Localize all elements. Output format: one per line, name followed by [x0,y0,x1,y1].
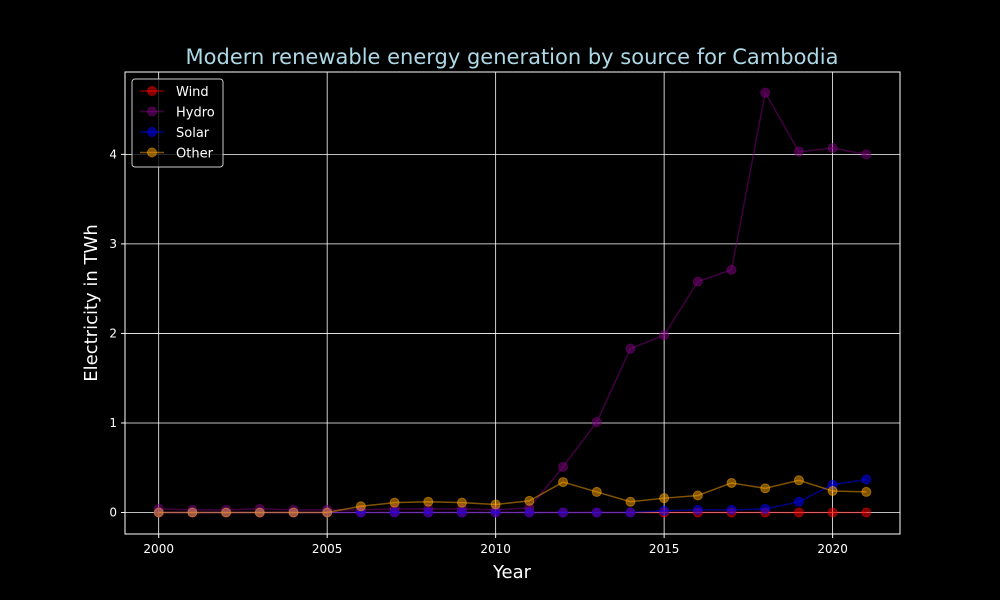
data-point-other [254,507,265,518]
y-tick-label: 4 [109,147,117,161]
data-point-hydro [591,417,602,428]
data-point-hydro [659,330,670,341]
data-point-other [692,490,703,501]
axis-ticks: 2000 2005 2010 2015 2020 0 1 2 3 4 [109,147,848,556]
legend-box [131,78,224,168]
data-point-solar [659,505,670,516]
data-point-hydro [827,143,838,154]
data-point-other [659,493,670,504]
y-tick-label: 3 [109,237,117,251]
data-point-other [524,495,535,506]
data-point-other [221,507,232,518]
legend-label-solar: Solar [176,126,210,141]
legend-marker-wind [147,86,157,96]
data-point-hydro [692,276,703,287]
x-tick-label: 2000 [143,542,174,556]
data-point-wind [827,507,838,518]
data-point-solar [861,474,872,485]
data-point-solar [524,507,535,518]
data-point-solar [726,504,737,515]
legend-label-hydro: Hydro [176,106,215,121]
data-point-other [389,497,400,508]
data-point-hydro [726,264,737,275]
series-line-other [158,479,867,514]
data-point-hydro [861,149,872,160]
data-point-other [322,507,333,518]
legend-marker-solar [147,127,157,137]
data-point-solar [591,507,602,518]
data-point-other [558,477,569,488]
y-tick-label: 1 [109,416,117,430]
chart-title: Modern renewable energy generation by so… [186,45,839,69]
data-point-other [153,507,164,518]
y-tick-label: 2 [109,326,117,340]
legend-marker-hydro [147,106,157,117]
data-point-wind [861,507,872,518]
legend: Wind Hydro Solar Other [131,78,224,168]
data-point-hydro [793,146,804,157]
data-point-other [827,486,838,497]
legend-marker-other [147,147,157,158]
data-point-other [861,486,872,497]
y-axis-label: Electricity in TWh [81,224,102,381]
data-point-solar [558,507,569,518]
series-line-solar [158,478,867,514]
data-point-solar [760,503,771,514]
data-point-solar [423,507,434,518]
series-line-hydro [158,90,867,511]
x-tick-label: 2020 [817,542,848,556]
data-point-other [456,497,467,508]
data-point-solar [793,496,804,507]
data-point-other [288,507,299,518]
data-point-other [760,483,771,494]
legend-label-other: Other [176,147,214,162]
data-point-other [726,477,737,488]
data-point-other [187,507,198,518]
data-point-other [423,496,434,507]
plot-frame [124,71,901,535]
data-point-other [793,475,804,486]
legend-label-wind: Wind [176,85,209,100]
data-point-hydro [625,343,636,354]
grid [125,72,900,534]
data-point-wind [793,507,804,518]
data-point-solar [456,507,467,518]
data-point-hydro [760,87,771,98]
data-point-hydro [558,461,569,472]
x-tick-label: 2015 [649,542,680,556]
data-point-solar [389,507,400,518]
data-point-solar [625,507,636,518]
x-tick-label: 2005 [312,542,343,556]
y-tick-label: 0 [109,506,117,520]
data-point-other [490,499,501,510]
data-point-other [625,496,636,507]
x-tick-label: 2010 [480,542,511,556]
series-group [153,87,872,518]
x-axis-label: Year [492,562,532,583]
data-point-other [591,486,602,497]
data-point-other [355,501,366,512]
data-point-solar [692,504,703,515]
